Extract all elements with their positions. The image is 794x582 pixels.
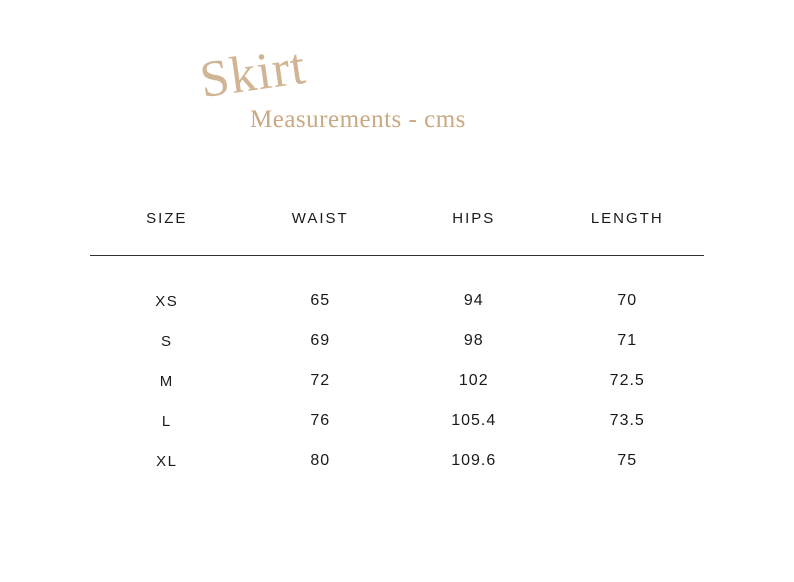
col-size: SIZE [90,210,244,256]
cell-length: 75 [551,441,705,481]
cell-hips: 98 [397,321,551,361]
script-title: Skirt [197,41,309,107]
table-row: L 76 105.4 73.5 [90,401,704,441]
cell-hips: 102 [397,361,551,401]
heading: Skirt Measurements - cms [90,40,704,160]
table-row: S 69 98 71 [90,321,704,361]
table-head: SIZE WAIST HIPS LENGTH [90,210,704,256]
cell-size: XS [90,256,244,322]
cell-length: 71 [551,321,705,361]
table-row: XL 80 109.6 75 [90,441,704,481]
cell-waist: 65 [244,256,398,322]
cell-size: S [90,321,244,361]
cell-hips: 94 [397,256,551,322]
cell-length: 72.5 [551,361,705,401]
subtitle: Measurements - cms [250,106,466,134]
cell-size: M [90,361,244,401]
cell-waist: 72 [244,361,398,401]
col-length: LENGTH [551,210,705,256]
col-waist: WAIST [244,210,398,256]
table-body: XS 65 94 70 S 69 98 71 M 72 102 72.5 L 7… [90,256,704,482]
cell-hips: 109.6 [397,441,551,481]
table-row: M 72 102 72.5 [90,361,704,401]
cell-size: L [90,401,244,441]
measurements-table: SIZE WAIST HIPS LENGTH XS 65 94 70 S 69 … [90,210,704,481]
cell-hips: 105.4 [397,401,551,441]
cell-size: XL [90,441,244,481]
cell-length: 73.5 [551,401,705,441]
cell-waist: 76 [244,401,398,441]
table-header-row: SIZE WAIST HIPS LENGTH [90,210,704,256]
cell-length: 70 [551,256,705,322]
cell-waist: 80 [244,441,398,481]
cell-waist: 69 [244,321,398,361]
col-hips: HIPS [397,210,551,256]
page: Skirt Measurements - cms SIZE WAIST HIPS… [0,0,794,582]
table-row: XS 65 94 70 [90,256,704,322]
